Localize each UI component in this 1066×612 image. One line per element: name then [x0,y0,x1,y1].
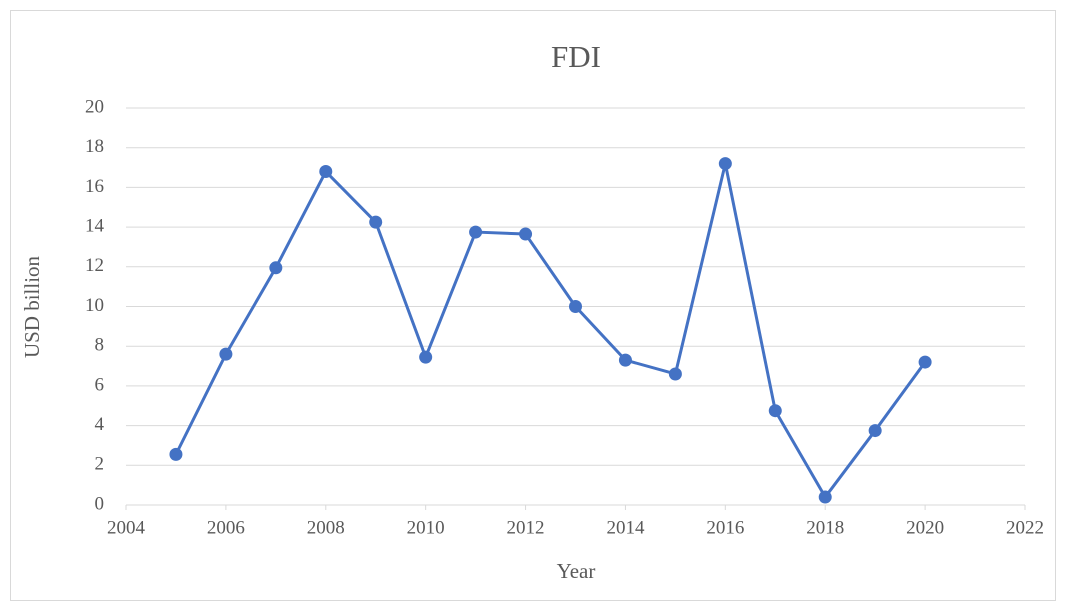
y-tick-label: 0 [95,493,105,514]
x-tick-label: 2010 [407,517,445,538]
y-tick-label: 10 [85,295,104,316]
data-point [818,490,832,504]
chart-title: FDI [551,39,601,74]
data-point [768,404,782,418]
x-axis-label: Year [557,559,596,583]
x-tick-label: 2022 [1006,517,1044,538]
y-tick-label: 16 [85,176,104,197]
x-tick-label: 2008 [307,517,345,538]
data-point [519,227,533,241]
data-point [219,347,233,361]
y-tick-label: 2 [95,454,105,475]
data-point [868,424,882,438]
data-point [918,355,932,369]
y-tick-label: 4 [95,414,105,435]
x-tick-label: 2020 [906,517,944,538]
data-point [319,165,333,179]
data-point [169,447,183,461]
data-point [668,367,682,381]
y-tick-label: 18 [85,136,104,157]
y-axis-label: USD billion [20,255,44,358]
data-point [469,225,483,239]
x-tick-label: 2018 [806,517,844,538]
x-tick-label: 2014 [606,517,645,538]
data-point [718,157,732,171]
chart-border [10,10,1056,601]
y-tick-label: 20 [85,96,104,117]
y-tick-label: 12 [85,255,104,276]
data-point [269,261,283,275]
y-tick-label: 8 [95,335,105,356]
x-tick-label: 2004 [107,517,146,538]
x-tick-label: 2016 [706,517,744,538]
data-point [618,353,632,367]
x-tick-label: 2006 [207,517,245,538]
y-tick-label: 6 [95,374,105,395]
data-line [174,162,927,499]
data-point [369,215,383,229]
y-tick-label: 14 [85,215,105,236]
data-point [569,300,582,313]
data-point [419,350,433,364]
x-tick-label: 2012 [507,517,545,538]
